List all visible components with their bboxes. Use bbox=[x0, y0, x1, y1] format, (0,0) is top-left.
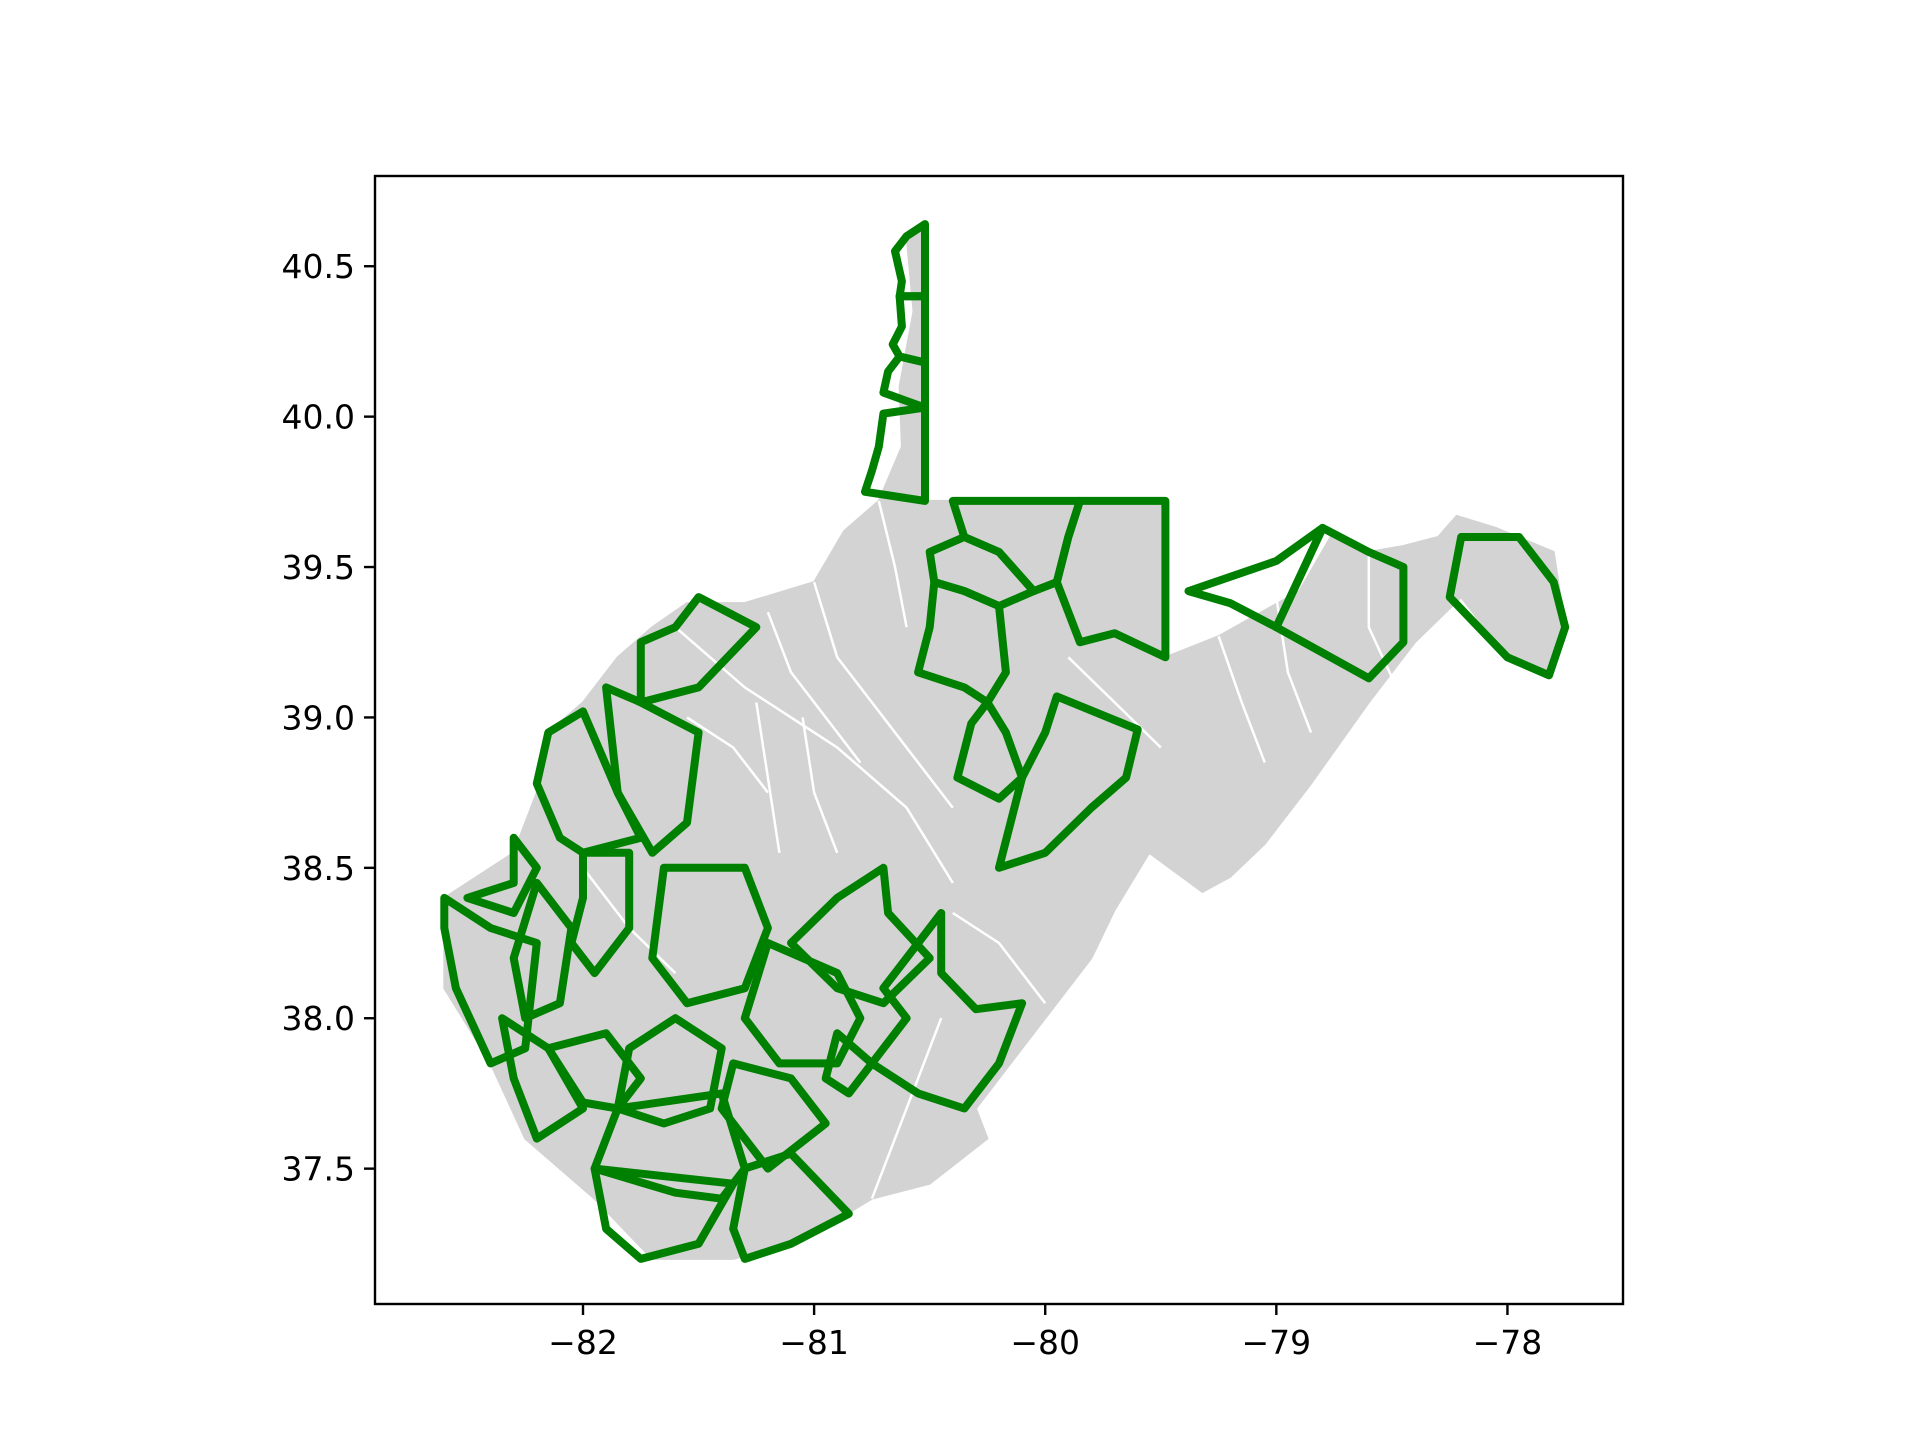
county-border-3 bbox=[755, 702, 781, 853]
y-tick-label-1: 38.0 bbox=[282, 999, 355, 1038]
highlighted-counties-layer bbox=[440, 220, 1570, 1263]
highlighted-county-31 bbox=[821, 1029, 876, 1098]
highlighted-county-9 bbox=[995, 692, 1142, 872]
county-border-7 bbox=[1067, 656, 1162, 749]
highlighted-county-11 bbox=[1272, 523, 1408, 683]
highlighted-county-3 bbox=[861, 403, 929, 505]
county-border-12 bbox=[686, 716, 769, 794]
y-tick-label-6: 40.5 bbox=[282, 247, 355, 286]
county-border-0 bbox=[674, 626, 954, 884]
x-axis: −82 −81 −80 −79 −78 bbox=[548, 1304, 1542, 1362]
x-tick-label-2: −80 bbox=[1010, 1323, 1080, 1362]
x-tick-label-3: −79 bbox=[1242, 1323, 1312, 1362]
y-tick-label-4: 39.5 bbox=[282, 548, 355, 587]
highlighted-county-29 bbox=[498, 1014, 587, 1143]
axes-frame bbox=[373, 174, 1625, 1306]
state-layer bbox=[443, 222, 1567, 1260]
highlighted-county-15 bbox=[532, 707, 645, 857]
highlighted-county-8 bbox=[953, 698, 1027, 803]
county-border-10 bbox=[1367, 552, 1405, 703]
highlighted-county-24 bbox=[613, 1014, 726, 1128]
highlighted-county-12 bbox=[1445, 533, 1570, 680]
highlighted-county-18 bbox=[509, 878, 576, 1023]
highlighted-county-26 bbox=[590, 1164, 738, 1263]
x-tick-label-0: −82 bbox=[548, 1323, 618, 1362]
highlighted-county-30 bbox=[544, 1029, 645, 1113]
y-tick-label-2: 38.5 bbox=[282, 849, 355, 888]
y-tick-label-0: 37.5 bbox=[282, 1150, 355, 1189]
county-border-6 bbox=[870, 1017, 943, 1200]
y-tick-label-3: 39.0 bbox=[282, 698, 355, 737]
county-border-1 bbox=[812, 581, 954, 809]
x-tick-label-1: −81 bbox=[779, 1323, 849, 1362]
county-border-8 bbox=[1217, 635, 1266, 764]
county-border-5 bbox=[952, 911, 1047, 1004]
highlighted-county-16 bbox=[463, 833, 541, 917]
highlighted-county-20 bbox=[648, 863, 772, 1008]
county-border-11 bbox=[877, 500, 908, 628]
y-axis: 37.5 38.0 38.5 39.0 39.5 40.0 40.5 bbox=[282, 247, 375, 1189]
highlighted-county-2 bbox=[879, 352, 929, 412]
county-border-4 bbox=[801, 717, 839, 854]
highlighted-county-28 bbox=[717, 1059, 830, 1173]
y-tick-label-5: 40.0 bbox=[282, 398, 355, 437]
state-shape bbox=[443, 222, 1567, 1260]
county-border-2 bbox=[766, 611, 862, 764]
highlighted-county-19 bbox=[567, 848, 634, 978]
highlighted-county-22 bbox=[740, 939, 865, 1068]
highlighted-county-5 bbox=[1052, 496, 1170, 662]
highlighted-county-14 bbox=[602, 683, 703, 857]
highlighted-county-23 bbox=[867, 909, 1027, 1113]
x-tick-label-4: −78 bbox=[1473, 1323, 1543, 1362]
